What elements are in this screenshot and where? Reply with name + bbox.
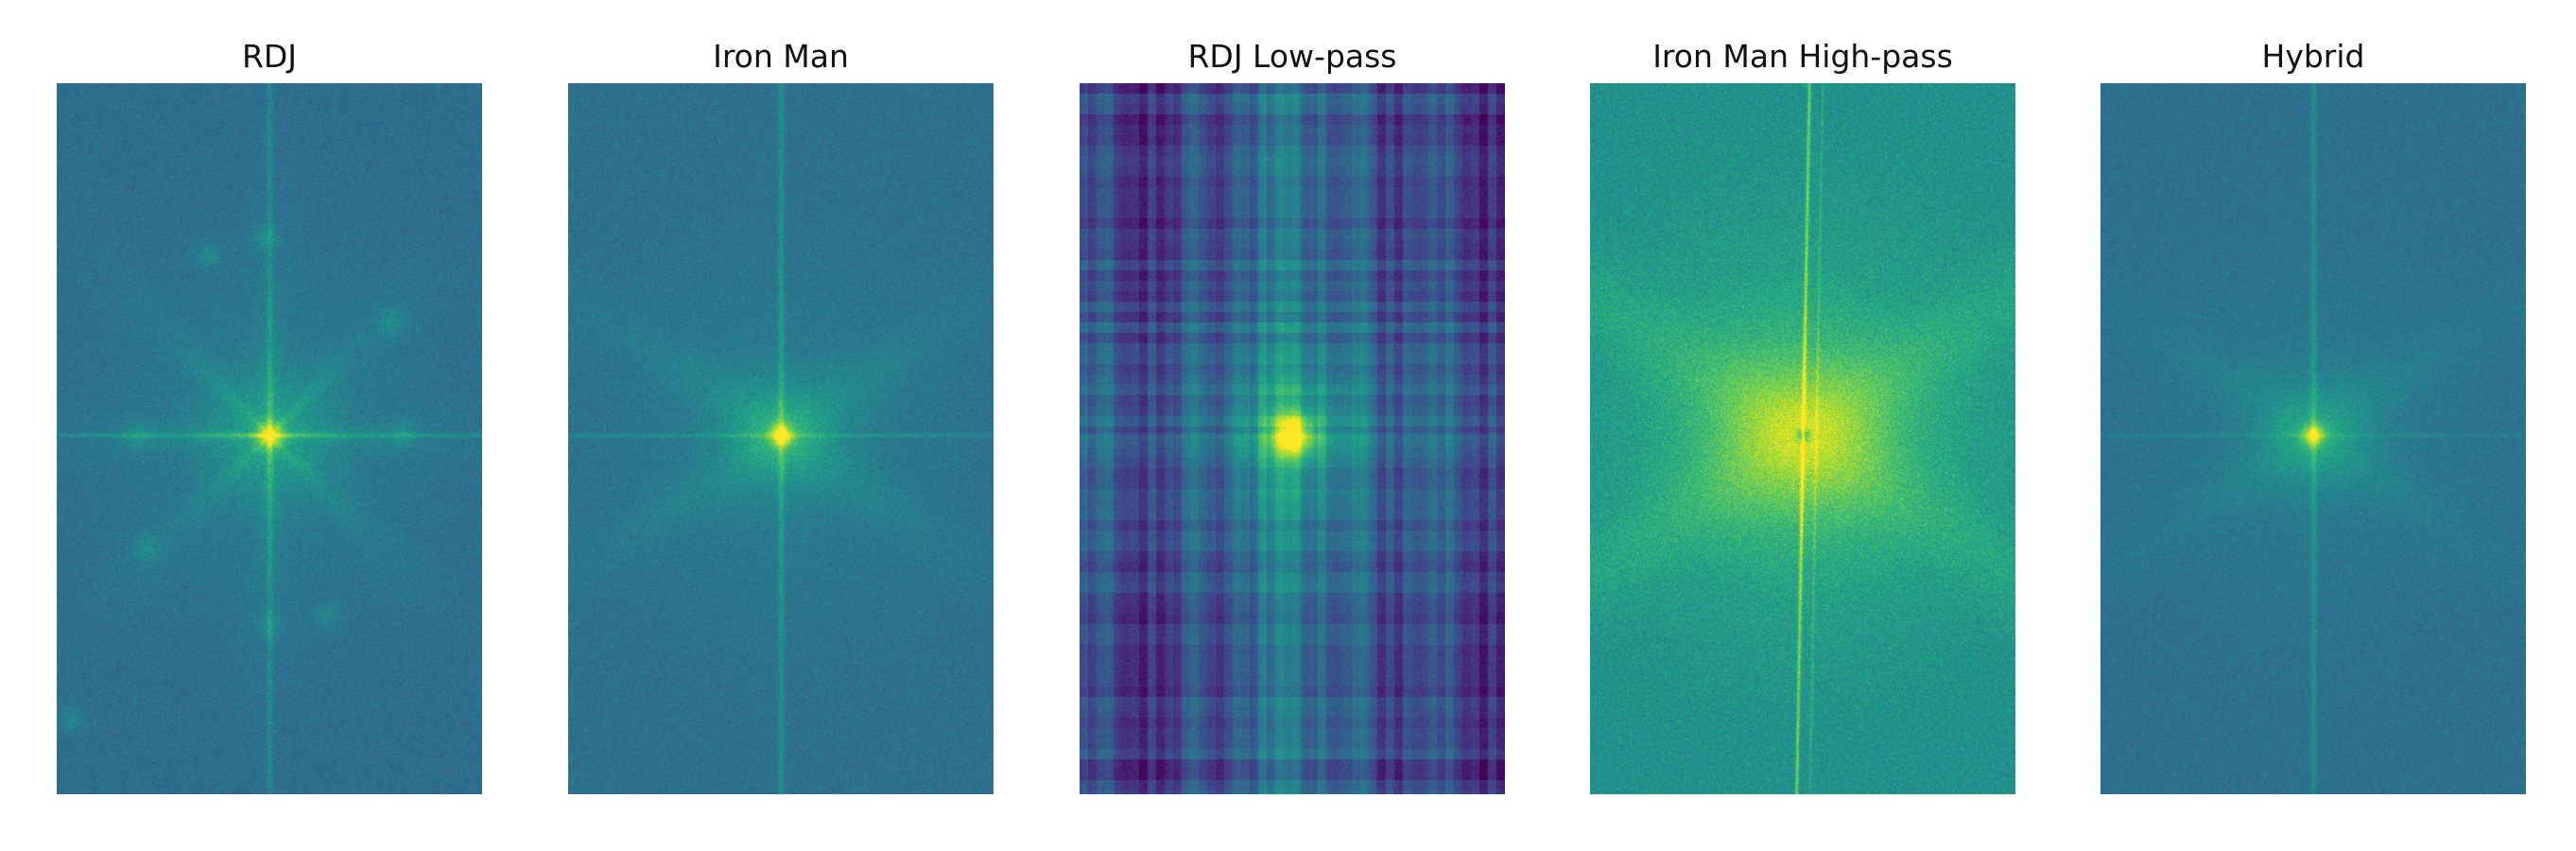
spectrum-image	[2101, 83, 2526, 794]
panel-title: Hybrid	[2261, 38, 2365, 75]
panel-rdj-low-pass: RDJ Low-pass	[1080, 0, 1505, 851]
panel-title: Iron Man High-pass	[1652, 38, 1953, 75]
panel-title: RDJ	[241, 38, 298, 75]
panel-iron-man: Iron Man	[568, 0, 994, 851]
spectrum-image	[568, 83, 994, 794]
panel-iron-man-high-pass: Iron Man High-pass	[1590, 0, 2015, 851]
panel-rdj: RDJ	[57, 0, 482, 851]
panel-title: Iron Man	[713, 38, 849, 75]
spectrum-image	[1080, 83, 1505, 794]
panel-hybrid: Hybrid	[2101, 0, 2526, 851]
spectrum-image	[1590, 83, 2015, 794]
spectrum-image	[57, 83, 482, 794]
panel-title: RDJ Low-pass	[1187, 38, 1397, 75]
